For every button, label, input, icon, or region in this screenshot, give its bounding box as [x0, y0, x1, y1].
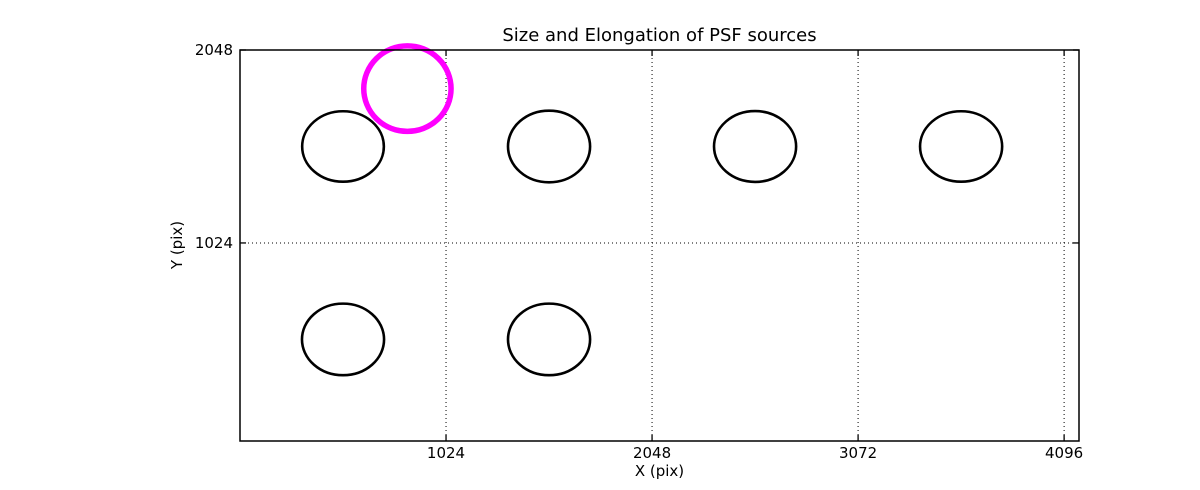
psf-ellipse	[506, 109, 592, 184]
x-axis-label: X (pix)	[634, 462, 685, 480]
psf-ellipse	[712, 109, 798, 184]
x-tick-label: 1024	[426, 444, 466, 462]
y-tick-label: 2048	[194, 41, 233, 59]
highlighted-psf-ellipse	[360, 43, 454, 135]
x-tick-label: 4096	[1045, 444, 1084, 462]
x-tick-label: 3072	[838, 444, 878, 462]
x-tick-label: 2048	[632, 444, 672, 462]
psf-ellipse	[300, 302, 386, 377]
axes-frame	[239, 49, 1080, 442]
psf-ellipse	[506, 302, 592, 377]
psf-ellipse	[300, 109, 386, 184]
y-tick-label: 1024	[194, 233, 233, 252]
psf-ellipse	[918, 109, 1004, 184]
chart-title: Size and Elongation of PSF sources	[502, 25, 817, 46]
y-axis-label: Y (pix)	[168, 220, 186, 270]
